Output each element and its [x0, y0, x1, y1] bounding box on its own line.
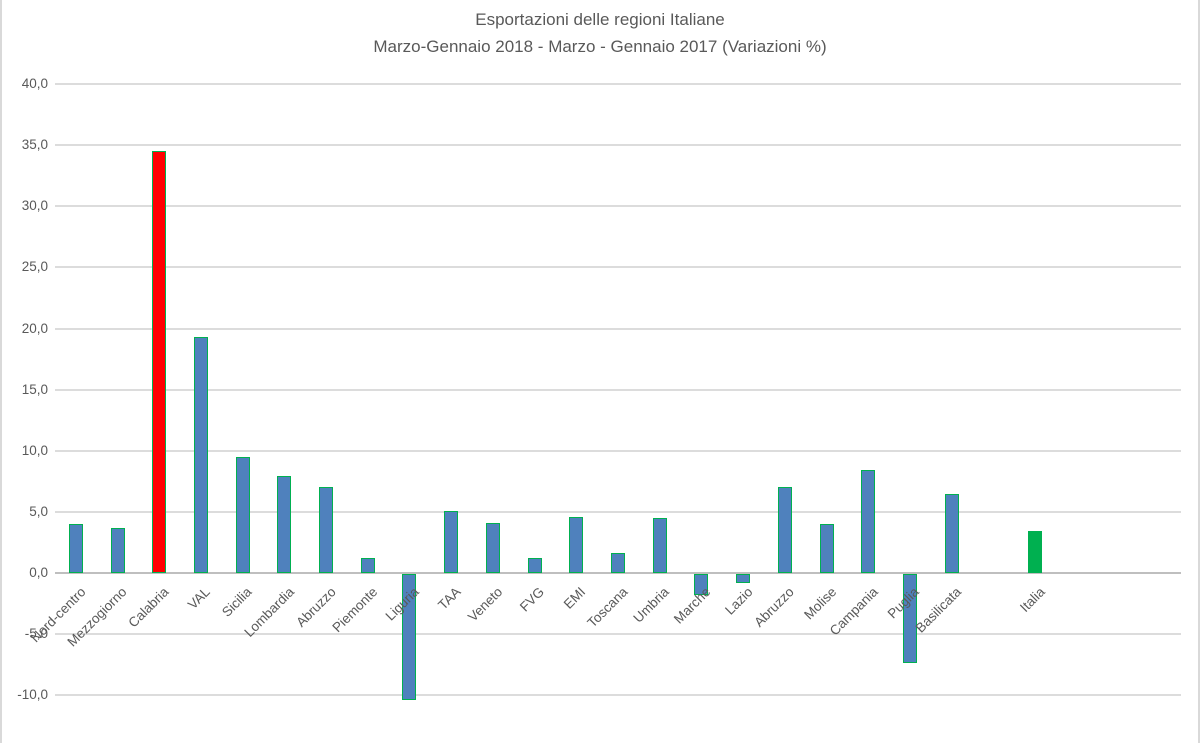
bar-sicilia	[235, 456, 250, 573]
y-axis-tick-label: 20,0	[21, 320, 48, 336]
x-axis-label-marche: Marche	[671, 584, 714, 627]
bar-nord-centro	[68, 524, 83, 573]
x-axis-label-toscana: Toscana	[584, 584, 631, 631]
gridline	[55, 510, 1181, 513]
bar-italia	[1028, 531, 1043, 573]
y-axis-tick-label: 40,0	[21, 76, 48, 92]
x-axis-label-umbria: Umbria	[630, 584, 673, 626]
gridline	[55, 83, 1181, 86]
gridline	[55, 205, 1181, 208]
x-axis-label-emi: EMI	[561, 584, 589, 612]
y-axis-tick-label: 10,0	[21, 442, 48, 458]
bar-emi	[569, 516, 584, 573]
y-axis-tick-label: 0,0	[29, 565, 48, 580]
gridline	[55, 694, 1181, 697]
bar-piemonte	[360, 558, 375, 573]
gridline	[55, 449, 1181, 452]
y-axis-tick-label: 15,0	[21, 381, 48, 397]
gridline	[55, 327, 1181, 330]
chart-subtitle: Marzo-Gennaio 2018 - Marzo - Gennaio 201…	[373, 37, 827, 56]
bar-marche	[694, 574, 709, 595]
bar-umbria	[652, 517, 667, 573]
x-axis-label-fvg: FVG	[516, 584, 547, 615]
bar-veneto	[485, 522, 500, 573]
x-axis-label-val: VAL	[185, 584, 214, 613]
gridline	[55, 266, 1181, 269]
gridline	[55, 388, 1181, 391]
bar-campania	[861, 470, 876, 573]
bar-toscana	[611, 553, 625, 573]
bar-abruzzo	[319, 487, 334, 573]
chart-title-block: Esportazioni delle regioni Italiane Marz…	[0, 6, 1200, 60]
bar-mezzogiorno	[110, 527, 125, 573]
x-axis-label-calabria: Calabria	[125, 584, 172, 631]
y-axis-tick-label: 25,0	[21, 259, 48, 275]
bar-val	[193, 337, 208, 573]
y-axis-tick-label: 30,0	[21, 198, 48, 214]
y-axis-tick-label: 35,0	[21, 137, 48, 153]
x-axis-label-molise: Molise	[800, 584, 839, 623]
bar-calabria	[152, 151, 167, 573]
x-axis-label-sicilia: Sicilia	[219, 584, 255, 620]
y-axis-tick-label: -5,0	[24, 626, 48, 642]
x-axis-label-veneto: Veneto	[464, 584, 506, 625]
bar-lazio	[736, 574, 751, 583]
gridline	[55, 633, 1181, 636]
x-axis-label-italia: Italia	[1016, 584, 1048, 615]
bar-molise	[819, 524, 834, 573]
bar-liguria	[402, 574, 417, 700]
x-axis-label-taa: TAA	[435, 584, 464, 613]
x-axis-label-lazio: Lazio	[721, 584, 756, 618]
bar-taa	[444, 510, 459, 573]
bar-puglia	[902, 574, 917, 664]
bar-basilicata	[944, 493, 959, 573]
bar-fvg	[527, 558, 542, 573]
x-axis-zero-line	[55, 572, 1181, 574]
chart-title: Esportazioni delle regioni Italiane	[475, 10, 725, 29]
x-axis-label-abruzzo: Abruzzo	[751, 584, 798, 630]
y-axis-tick-label: 5,0	[29, 503, 48, 519]
bar-abruzzo	[777, 487, 792, 573]
gridline	[55, 144, 1181, 147]
bar-lombardia	[277, 476, 292, 573]
y-axis-tick-label: -10,0	[17, 687, 48, 703]
